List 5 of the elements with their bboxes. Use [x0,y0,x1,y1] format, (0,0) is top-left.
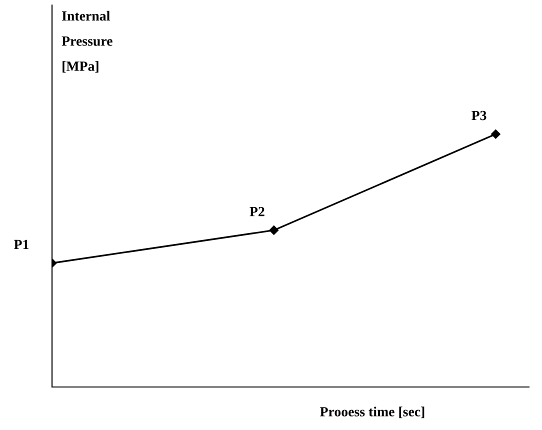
y-axis-title: Internal Pressure [MPa] [62,10,112,73]
text: P1 [14,240,28,250]
text: P3 [472,110,486,120]
x-axis-title: Prooess time [sec] [320,406,424,418]
annotation: P2 [250,206,264,216]
